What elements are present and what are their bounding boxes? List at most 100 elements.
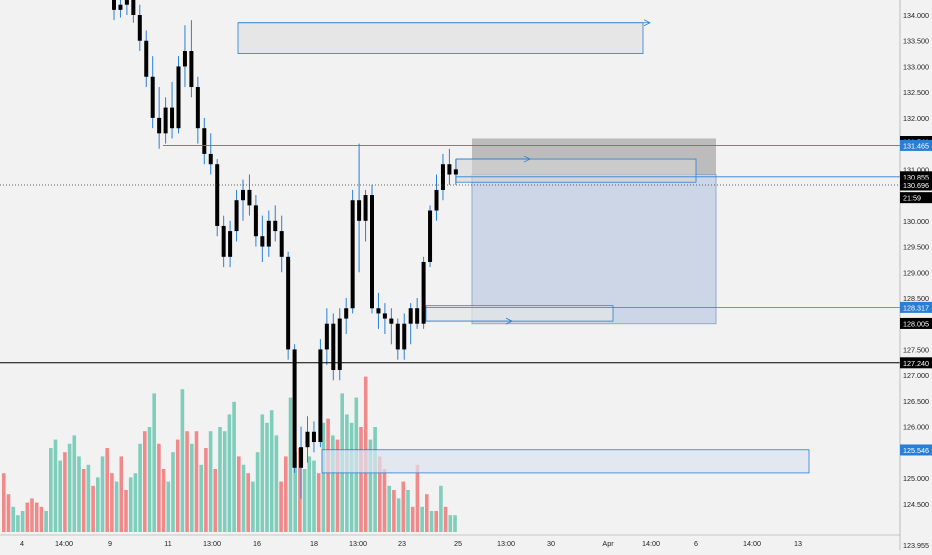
volume-bar bbox=[302, 469, 307, 532]
supply-zone-current[interactable] bbox=[455, 158, 697, 183]
volume-bar bbox=[396, 498, 401, 532]
volume-bar bbox=[30, 498, 34, 532]
time-tick-label: 18 bbox=[310, 539, 318, 548]
candle-body bbox=[318, 349, 323, 443]
volume-bar bbox=[25, 502, 30, 532]
volume-bar bbox=[2, 473, 6, 532]
candle-body bbox=[337, 318, 342, 371]
volume-bar bbox=[284, 456, 288, 532]
volume-bar bbox=[16, 515, 20, 532]
candle-body bbox=[150, 76, 155, 118]
price-label: 130.855 bbox=[903, 173, 929, 182]
volume-bar bbox=[204, 448, 208, 532]
candle-body bbox=[421, 261, 426, 324]
candle-body bbox=[176, 66, 181, 129]
volume-bar bbox=[420, 506, 424, 532]
volume-bar bbox=[359, 427, 363, 532]
volume-bar bbox=[171, 452, 175, 532]
volume-bar bbox=[293, 452, 297, 532]
price-candles bbox=[112, 0, 458, 499]
volume-bar bbox=[307, 456, 312, 532]
volume-bar bbox=[321, 422, 326, 532]
volume-bar bbox=[119, 456, 124, 532]
volume-bar bbox=[77, 456, 81, 532]
price-label: 130.696 bbox=[903, 181, 929, 190]
price-tick-label: 128.500 bbox=[903, 294, 929, 303]
volume-bar bbox=[143, 431, 147, 532]
volume-bar bbox=[392, 490, 396, 532]
candle-body bbox=[331, 323, 336, 371]
price-tick-label: 124.500 bbox=[903, 500, 929, 509]
supply-zone-upper[interactable] bbox=[237, 22, 644, 54]
volume-bar bbox=[53, 439, 58, 532]
volume-bar bbox=[194, 431, 199, 532]
volume-bar bbox=[260, 414, 265, 532]
candle-body bbox=[453, 169, 458, 175]
price-label: 131.465 bbox=[903, 141, 929, 150]
volume-bar bbox=[378, 456, 382, 532]
volume-bar bbox=[157, 443, 161, 532]
volume-bar bbox=[49, 448, 53, 532]
price-tick-label: 126.500 bbox=[903, 397, 929, 406]
price-tick-label: 133.000 bbox=[903, 62, 929, 71]
candle-body bbox=[118, 4, 123, 10]
price-tick-label: 129.000 bbox=[903, 268, 929, 277]
demand-zone-middle[interactable] bbox=[425, 305, 614, 322]
volume-bar bbox=[425, 494, 429, 532]
volume-bar bbox=[91, 485, 95, 532]
horizontal-lines bbox=[0, 145, 900, 364]
candle-body bbox=[163, 107, 168, 134]
price-label-bg bbox=[900, 357, 932, 369]
price-tick-label: 132.000 bbox=[903, 114, 929, 123]
candle-body bbox=[182, 51, 187, 67]
extend-arrow-current-head bbox=[523, 155, 531, 163]
candle-body bbox=[260, 236, 265, 247]
candle-body bbox=[189, 51, 194, 88]
volume-bar bbox=[6, 494, 11, 532]
volume-bar bbox=[265, 422, 269, 532]
extend-arrow-upper-head bbox=[643, 19, 651, 27]
volume-bar bbox=[185, 431, 189, 532]
price-label: 21:59 bbox=[903, 194, 921, 203]
volume-bar bbox=[44, 511, 48, 532]
price-label-bg bbox=[900, 179, 932, 191]
demand-zone-lower[interactable] bbox=[321, 449, 810, 474]
volume-bar bbox=[429, 511, 434, 532]
volume-bar bbox=[58, 460, 62, 532]
volume-bar bbox=[34, 502, 39, 532]
volume-bar bbox=[312, 460, 316, 532]
volume-bar bbox=[138, 443, 142, 532]
candle-body bbox=[324, 323, 329, 350]
volume-bar bbox=[133, 473, 138, 532]
candle-body bbox=[363, 195, 368, 221]
price-tick-label: 130.000 bbox=[903, 217, 929, 226]
time-tick-label: 16 bbox=[253, 539, 261, 548]
candle-body bbox=[208, 153, 213, 165]
volume-bar bbox=[241, 464, 246, 532]
time-tick-label: 14:00 bbox=[642, 539, 660, 548]
price-label-bg bbox=[900, 301, 932, 313]
volume-bar bbox=[349, 422, 354, 532]
candle-body bbox=[286, 256, 291, 350]
candle-body bbox=[170, 107, 175, 129]
volume-bar bbox=[128, 477, 133, 532]
candle-body bbox=[357, 200, 362, 221]
candle-body bbox=[137, 15, 142, 41]
price-tick-label: 129.500 bbox=[903, 243, 929, 252]
volume-bar bbox=[39, 506, 44, 532]
position-target-area[interactable] bbox=[471, 173, 717, 325]
volume-bar bbox=[434, 511, 438, 532]
volume-bar bbox=[335, 439, 340, 532]
volume-bar bbox=[190, 443, 194, 532]
price-tick-label: 134.000 bbox=[903, 11, 929, 20]
volume-bar bbox=[387, 485, 391, 532]
volume-bar bbox=[288, 397, 293, 532]
candle-body bbox=[376, 308, 381, 314]
volume-bar bbox=[20, 511, 25, 532]
price-tick-label: 126.000 bbox=[903, 423, 929, 432]
volume-bar bbox=[208, 431, 213, 532]
candle-body bbox=[292, 349, 297, 468]
time-tick-label: 13:00 bbox=[349, 539, 367, 548]
